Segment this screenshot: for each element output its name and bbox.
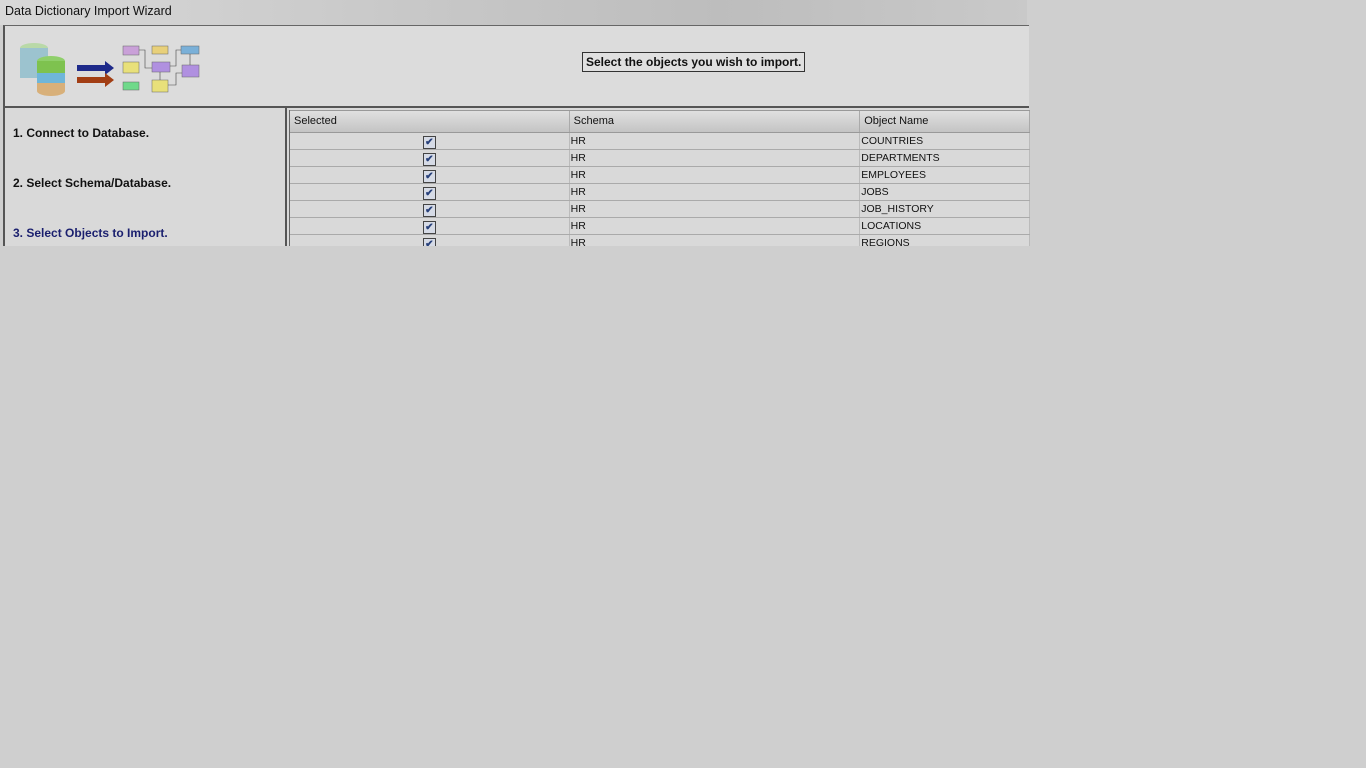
wizard-steps: 1. Connect to Database. 2. Select Schema… — [5, 108, 287, 246]
selected-cell: ✔ — [290, 184, 570, 200]
object-name-cell: COUNTRIES — [860, 133, 1030, 149]
table-header: Selected Schema Object Name — [290, 110, 1030, 133]
schema-cell: HR — [570, 133, 861, 149]
table-row[interactable]: ✔ HR JOB_HISTORY — [290, 201, 1030, 218]
schema-cell: HR — [570, 235, 861, 246]
selected-cell: ✔ — [290, 133, 570, 149]
object-name-cell: LOCATIONS — [860, 218, 1030, 234]
step-select-objects[interactable]: 3. Select Objects to Import. — [13, 226, 168, 240]
table-row[interactable]: ✔ HR COUNTRIES — [290, 133, 1030, 150]
window-title: Data Dictionary Import Wizard — [5, 4, 172, 18]
column-header-selected[interactable]: Selected — [290, 111, 570, 132]
schema-cell: HR — [570, 218, 861, 234]
object-name-cell: JOBS — [860, 184, 1030, 200]
schema-cell: HR — [570, 150, 861, 166]
step-select-schema[interactable]: 2. Select Schema/Database. — [13, 176, 172, 190]
selected-checkbox[interactable]: ✔ — [422, 170, 436, 183]
objects-table: Selected Schema Object Name ✔ HR COUNTRI… — [289, 110, 1030, 246]
table-row[interactable]: ✔ HR DEPARTMENTS — [290, 150, 1030, 167]
table-row[interactable]: ✔ HR LOCATIONS — [290, 218, 1030, 235]
selected-checkbox[interactable]: ✔ — [422, 221, 436, 234]
object-name-cell: REGIONS — [860, 235, 1030, 246]
table-row[interactable]: ✔ HR JOBS — [290, 184, 1030, 201]
instruction-label: Select the objects you wish to import. — [582, 52, 806, 72]
selected-checkbox[interactable]: ✔ — [422, 238, 436, 246]
selected-checkbox[interactable]: ✔ — [422, 187, 436, 200]
title-bar: Data Dictionary Import Wizard — [0, 0, 1027, 25]
object-name-cell: EMPLOYEES — [860, 167, 1030, 183]
selected-cell: ✔ — [290, 218, 570, 234]
wizard-header: Select the objects you wish to import. — [5, 26, 1029, 108]
database-import-logo-icon — [20, 43, 200, 96]
column-header-object-name[interactable]: Object Name — [860, 111, 1030, 132]
wizard-window: Select the objects you wish to import. 1… — [3, 25, 1030, 246]
selected-checkbox[interactable]: ✔ — [422, 204, 436, 217]
selected-checkbox[interactable]: ✔ — [422, 153, 436, 166]
object-name-cell: JOB_HISTORY — [860, 201, 1030, 217]
object-name-cell: DEPARTMENTS — [860, 150, 1030, 166]
selected-cell: ✔ — [290, 150, 570, 166]
column-header-schema[interactable]: Schema — [570, 111, 861, 132]
selected-cell: ✔ — [290, 167, 570, 183]
selected-checkbox[interactable]: ✔ — [422, 136, 436, 149]
schema-cell: HR — [570, 167, 861, 183]
selected-cell: ✔ — [290, 235, 570, 246]
schema-cell: HR — [570, 184, 861, 200]
selected-cell: ✔ — [290, 201, 570, 217]
table-row[interactable]: ✔ HR REGIONS — [290, 235, 1030, 246]
step-connect[interactable]: 1. Connect to Database. — [13, 126, 150, 140]
table-row[interactable]: ✔ HR EMPLOYEES — [290, 167, 1030, 184]
schema-cell: HR — [570, 201, 861, 217]
